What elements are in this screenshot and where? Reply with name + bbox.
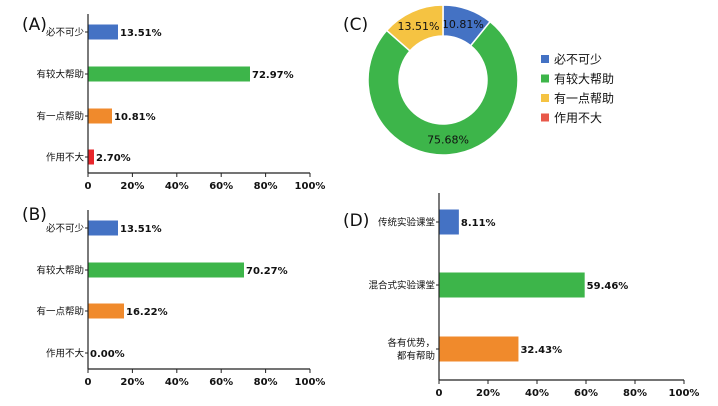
chart-panel-a: (A) 必不可少 13.51% 有较大帮助 72.97% 有一点帮助 10.81% 作用不大 2…: [22, 14, 325, 192]
panel-label: (D): [343, 211, 369, 231]
category-label: 都有帮助: [397, 350, 435, 362]
value-label: 13.51%: [120, 28, 162, 39]
category-label: 必不可少: [46, 223, 85, 235]
legend-swatch: [541, 55, 549, 63]
value-label: 72.97%: [252, 70, 294, 81]
value-label: 16.22%: [126, 307, 168, 318]
x-tick-label: 40%: [165, 377, 189, 388]
x-tick-label: 100%: [295, 181, 326, 192]
bar: [88, 108, 112, 124]
bar: [439, 272, 585, 298]
value-label: 8.11%: [461, 218, 496, 229]
value-label: 59.46%: [587, 281, 629, 292]
x-tick-label: 20%: [120, 181, 144, 192]
value-label: 70.27%: [246, 266, 288, 277]
chart-panel-d: (D) 传统实验课堂 8.11% 混合式实验课堂 59.46% 各有优势，都有帮助 32.4…: [343, 193, 699, 399]
slice-label: 10.81%: [442, 18, 484, 31]
x-tick-label: 80%: [254, 377, 278, 388]
slice-label: 13.51%: [398, 20, 440, 33]
category-label: 有一点帮助: [36, 306, 84, 318]
category-label: 传统实验课堂: [378, 217, 435, 229]
chart-panel-b: (B)必不可少 13.51% 有较大帮助 70.27% 有一点帮助 16.22% 作用不大 0…: [22, 205, 325, 388]
value-label: 32.43%: [520, 345, 562, 356]
x-tick-label: 20%: [120, 377, 144, 388]
category-label: 混合式实验课堂: [368, 280, 435, 292]
x-tick-label: 100%: [669, 388, 700, 399]
category-label: 有较大帮助: [36, 265, 84, 277]
value-label: 10.81%: [114, 112, 156, 123]
panel-label: (C): [343, 15, 368, 35]
legend-label: 有一点帮助: [554, 92, 614, 106]
value-label: 0.00%: [90, 349, 125, 360]
x-tick-label: 40%: [525, 388, 549, 399]
category-label: 各有优势，: [387, 337, 435, 349]
legend-label: 有较大帮助: [554, 71, 614, 86]
legend-label: 必不可少: [554, 53, 602, 67]
x-tick-label: 60%: [209, 181, 233, 192]
x-tick-label: 60%: [574, 388, 598, 399]
x-tick-label: 100%: [295, 377, 326, 388]
bar: [88, 262, 244, 278]
donut-slice: [367, 20, 519, 156]
bar: [88, 66, 250, 82]
category-label: 有较大帮助: [36, 69, 84, 81]
slice-label: 75.68%: [427, 133, 469, 146]
bar: [88, 24, 118, 40]
value-label: 2.70%: [96, 153, 131, 164]
x-tick-label: 0: [85, 377, 92, 388]
panel-label: (B): [22, 205, 47, 225]
category-label: 有一点帮助: [36, 111, 84, 123]
bar: [88, 303, 125, 319]
x-tick-label: 0: [436, 388, 443, 399]
legend-swatch: [541, 74, 549, 83]
x-tick-label: 20%: [476, 388, 500, 399]
category-label: 作用不大: [46, 348, 85, 360]
category-label: 必不可少: [46, 27, 85, 39]
x-tick-label: 80%: [254, 181, 278, 192]
legend-swatch: [541, 94, 549, 102]
bar: [439, 209, 459, 235]
value-label: 13.51%: [120, 224, 162, 235]
panel-label: (A): [22, 15, 47, 35]
x-tick-label: 80%: [623, 388, 647, 399]
x-tick-label: 0: [85, 181, 92, 192]
donut-slice: [385, 4, 444, 52]
legend-label: 作用不大: [554, 111, 602, 125]
category-label: 作用不大: [46, 152, 85, 164]
bar: [88, 149, 94, 165]
bar: [88, 220, 118, 236]
x-tick-label: 60%: [209, 377, 233, 388]
bar: [439, 336, 519, 362]
x-tick-label: 40%: [165, 181, 189, 192]
legend-swatch: [541, 113, 549, 122]
